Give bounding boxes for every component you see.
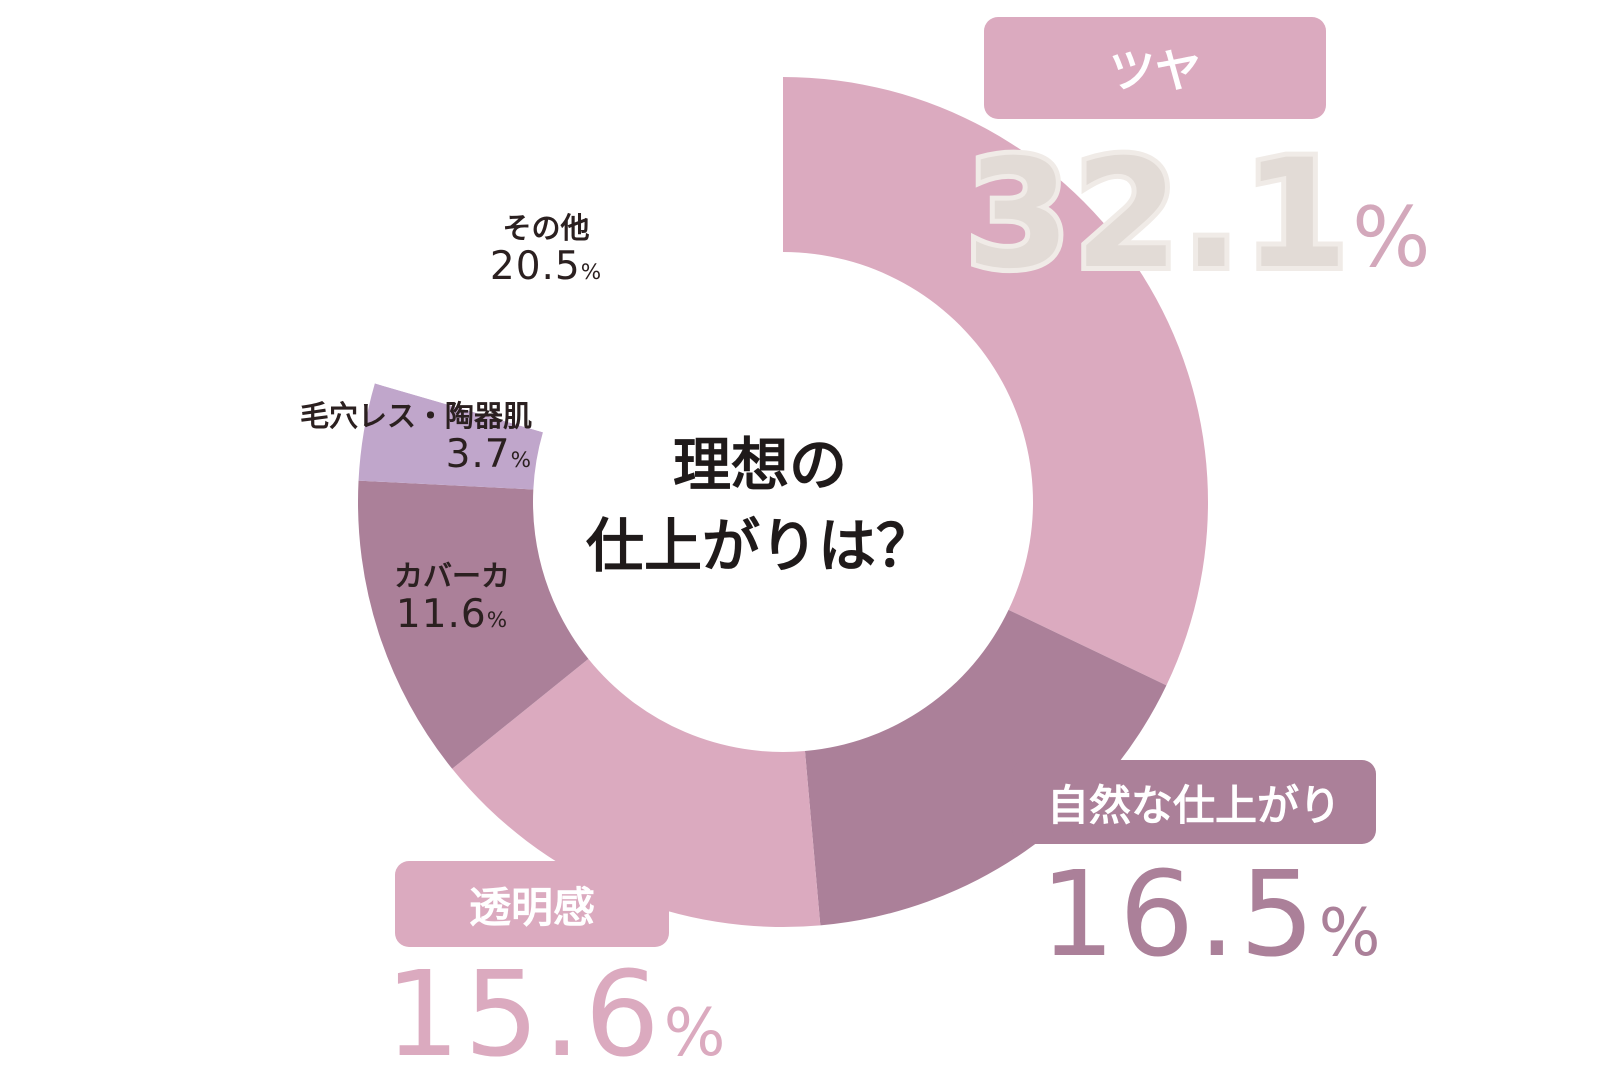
unit-natural: % xyxy=(1318,896,1385,971)
chart-center-title: 理想の 仕上がりは？ xyxy=(560,425,960,587)
slice-clarity xyxy=(452,658,821,927)
label-cover: カバーカ 11.6% xyxy=(372,559,532,638)
label-name-pore: 毛穴レス・陶器肌 xyxy=(299,399,532,433)
label-name-cover: カバーカ xyxy=(393,559,510,593)
label-pct-other: 20.5% xyxy=(466,244,626,290)
unit-other: % xyxy=(580,260,603,286)
label-name-other: その他 xyxy=(502,211,590,245)
label-name-natural: 自然な仕上がり xyxy=(1046,780,1341,830)
label-pill-natural: 自然な仕上がり xyxy=(1012,760,1376,844)
value-other: 20.5 xyxy=(489,244,581,290)
unit-clarity: % xyxy=(663,996,730,1071)
unit-cover: % xyxy=(486,608,509,634)
slice-pore xyxy=(358,383,543,490)
value-cover: 11.6 xyxy=(395,592,487,638)
slice-other xyxy=(374,77,783,433)
value-pore: 3.7 xyxy=(445,432,511,478)
label-pill-tsuya: ツヤ xyxy=(984,17,1326,119)
value-clarity: 15.6 xyxy=(385,945,664,1083)
label-other: その他 20.5% xyxy=(466,211,626,290)
label-name-tsuya: ツヤ xyxy=(1109,44,1201,98)
value-tsuya: 32.1 xyxy=(961,123,1353,307)
label-pill-clarity: 透明感 xyxy=(395,861,669,947)
label-pct-pore: 3.7% xyxy=(262,432,532,478)
slice-natural xyxy=(804,609,1167,926)
label-pct-tsuya: 32.1% xyxy=(961,123,1435,307)
unit-pore: % xyxy=(510,448,532,474)
unit-tsuya: % xyxy=(1352,190,1435,286)
center-title-line1: 理想の xyxy=(672,431,847,499)
label-pore: 毛穴レス・陶器肌 3.7% xyxy=(262,399,532,478)
center-title-line2: 仕上がりは？ xyxy=(585,512,934,581)
slice-tsuya xyxy=(783,77,1208,686)
label-pct-cover: 11.6% xyxy=(372,592,532,638)
label-name-clarity: 透明感 xyxy=(468,882,595,932)
label-pct-natural: 16.5% xyxy=(1040,845,1384,983)
label-pct-clarity: 15.6% xyxy=(385,945,729,1083)
slice-cover xyxy=(358,480,589,769)
value-natural: 16.5 xyxy=(1040,845,1319,983)
